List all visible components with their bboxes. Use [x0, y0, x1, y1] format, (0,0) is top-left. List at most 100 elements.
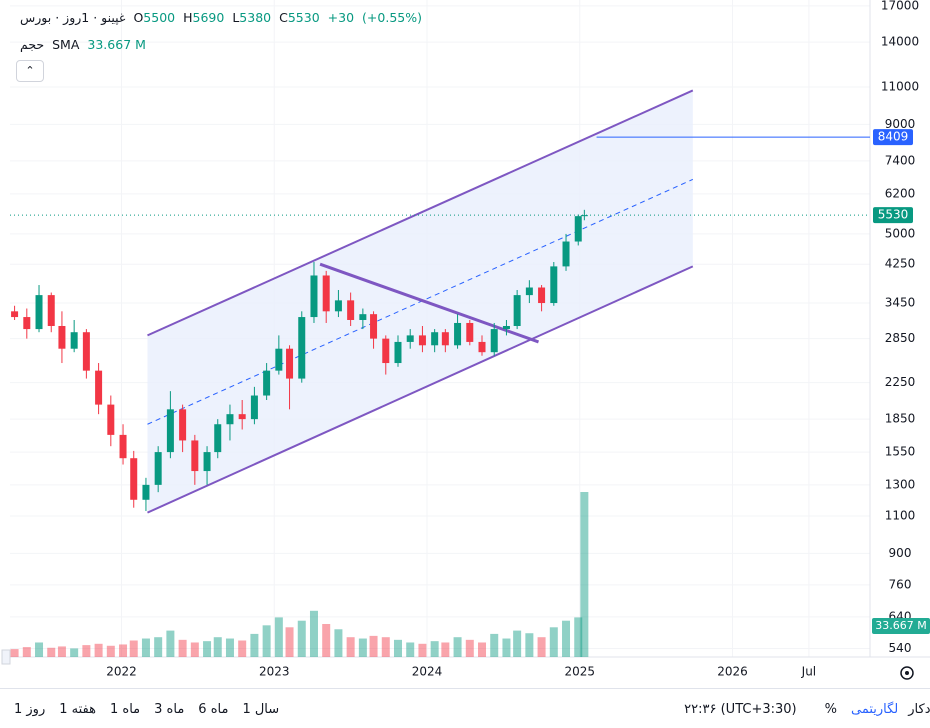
x-tick-label: Jul	[801, 665, 816, 679]
channel-midline	[147, 178, 694, 425]
volume-bar	[297, 620, 306, 657]
volume-bar	[262, 625, 271, 657]
scroll-handle	[1, 649, 11, 665]
symbol-header: غپینو · 1روز · بورس O5500 H5690 L5380 C5…	[20, 10, 422, 25]
range-button[interactable]: 6 ماه	[198, 701, 229, 717]
change-pct: (+0.55%)	[362, 10, 422, 25]
ohlc-letter: C	[279, 10, 288, 25]
volume-bar	[490, 633, 499, 657]
volume-bar	[525, 633, 534, 657]
candle-body	[406, 335, 414, 342]
volume-bar	[549, 627, 558, 657]
volume-bar	[465, 639, 474, 657]
candle-body	[359, 314, 367, 320]
symbol-title[interactable]: غپینو · 1روز · بورس	[20, 10, 126, 25]
candle-body	[130, 458, 138, 500]
volume-title[interactable]: حجم	[20, 37, 45, 52]
volume-bar	[381, 637, 390, 657]
candle-body	[179, 409, 187, 441]
y-tick-label: 1550	[885, 445, 916, 459]
volume-bar	[334, 629, 343, 657]
candle-body	[23, 317, 31, 330]
candle-body	[322, 275, 330, 312]
volume-bar	[285, 627, 294, 657]
volume-bar	[238, 640, 247, 657]
volume-bar	[57, 646, 66, 657]
volume-bar	[154, 637, 163, 657]
candle-body	[70, 332, 78, 349]
candle-body	[310, 275, 318, 318]
y-tick-label: 5000	[885, 226, 916, 240]
ohlc-close: C5530	[279, 10, 320, 25]
candle-body	[525, 287, 533, 296]
time-zone[interactable]: ۲۲:۳۶ (UTC+3:30)	[684, 701, 797, 717]
candle-body	[490, 329, 498, 353]
candle-body	[142, 484, 150, 500]
settings-icon[interactable]	[900, 666, 914, 680]
auto-toggle[interactable]: خودکار	[908, 701, 930, 717]
candle-body	[226, 414, 234, 425]
volume-bar	[35, 642, 44, 657]
y-tick-label: 1300	[885, 477, 916, 491]
ohlc-high: H5690	[183, 10, 224, 25]
candle-body	[107, 404, 115, 435]
y-tick-label: 2250	[885, 375, 916, 389]
volume-bar	[574, 617, 583, 657]
volume-bar	[119, 644, 128, 657]
volume-bar	[22, 647, 31, 657]
volume-sma-axis-label: 33.667 M	[875, 619, 926, 632]
ohlc-letter: O	[133, 10, 144, 25]
volume-bar	[190, 642, 199, 657]
candle-body	[11, 311, 19, 318]
y-tick-label: 4250	[885, 257, 916, 271]
volume-bar	[441, 642, 450, 657]
volume-bar	[502, 638, 511, 657]
range-button[interactable]: 1 روز	[14, 701, 46, 717]
last-price-box	[873, 207, 913, 224]
percent-toggle[interactable]: %	[824, 701, 837, 717]
candle-body	[166, 409, 174, 453]
collapse-button[interactable]: ⌃	[16, 60, 44, 82]
range-button[interactable]: 1 سال	[242, 701, 280, 717]
volume-bar	[178, 639, 187, 657]
ohlc-value: 5530	[287, 10, 320, 25]
chart: 17000 14000 11000 9000 7400 6200 5000 4250 3450 2…	[1, 0, 930, 680]
range-button[interactable]: 3 ماه	[154, 701, 185, 717]
volume-bar	[580, 492, 589, 657]
candle-body	[250, 395, 258, 420]
ohlc-letter: H	[183, 10, 193, 25]
range-button[interactable]: 1 ماه	[109, 701, 141, 717]
volume-bar	[250, 633, 259, 657]
range-button[interactable]: 1 هفته	[59, 701, 96, 717]
volume-bar	[106, 645, 115, 657]
candle-body	[347, 300, 355, 320]
ohlc-value: 5690	[192, 10, 225, 25]
volume-bar	[346, 637, 355, 657]
last-price-label: 5530	[878, 208, 909, 222]
candle-body	[334, 300, 342, 312]
ohlc-letter: L	[232, 10, 240, 25]
channel-line	[147, 265, 694, 514]
volume-bar	[418, 643, 427, 657]
candle-body	[562, 241, 570, 267]
candle-body	[82, 332, 90, 371]
y-tick-label: 760	[889, 577, 912, 591]
y-tick-label: 11000	[881, 80, 919, 94]
ohlc-open: O5500	[133, 10, 175, 25]
candle-body	[214, 424, 222, 453]
y-tick-label: 1100	[885, 508, 916, 522]
candle-body	[370, 314, 378, 339]
bottom-toolbar: 1 روز 1 هفته 1 ماه 3 ماه 6 ماه 1 سال ۲۲:…	[0, 688, 930, 728]
y-tick-label: 3450	[885, 296, 916, 310]
candle-body	[275, 348, 283, 371]
candle-body	[550, 266, 558, 304]
log-toggle[interactable]: لگاریتمی	[850, 701, 899, 717]
candle-body	[238, 414, 246, 420]
candle-body	[431, 332, 439, 346]
volume-bar	[47, 647, 56, 657]
volume-bar	[513, 630, 522, 657]
candle-body	[478, 341, 486, 353]
candle-body	[263, 370, 271, 396]
y-tick-label: 900	[889, 546, 912, 560]
